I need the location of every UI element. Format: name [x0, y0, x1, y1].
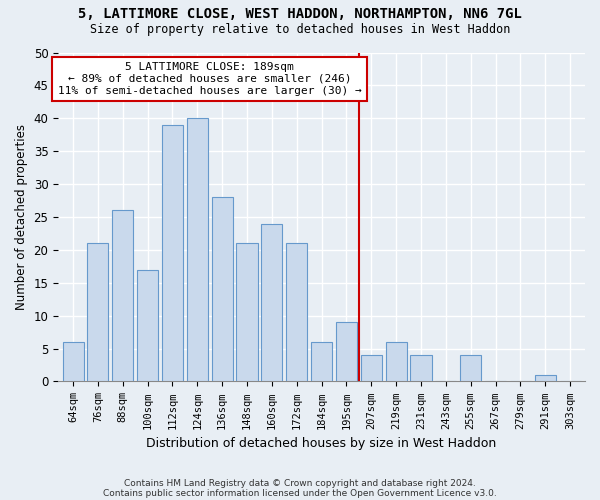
Bar [236, 244, 257, 382]
Bar [336, 322, 357, 382]
Bar [386, 342, 407, 382]
Y-axis label: Number of detached properties: Number of detached properties [15, 124, 28, 310]
Bar [535, 375, 556, 382]
Text: 5, LATTIMORE CLOSE, WEST HADDON, NORTHAMPTON, NN6 7GL: 5, LATTIMORE CLOSE, WEST HADDON, NORTHAM… [78, 8, 522, 22]
Bar [311, 342, 332, 382]
Bar [410, 355, 431, 382]
Text: Contains HM Land Registry data © Crown copyright and database right 2024.: Contains HM Land Registry data © Crown c… [124, 478, 476, 488]
Bar [162, 125, 183, 382]
X-axis label: Distribution of detached houses by size in West Haddon: Distribution of detached houses by size … [146, 437, 497, 450]
Bar [212, 197, 233, 382]
Text: 5 LATTIMORE CLOSE: 189sqm
← 89% of detached houses are smaller (246)
11% of semi: 5 LATTIMORE CLOSE: 189sqm ← 89% of detac… [58, 62, 362, 96]
Bar [137, 270, 158, 382]
Bar [187, 118, 208, 382]
Bar [361, 355, 382, 382]
Bar [62, 342, 83, 382]
Bar [112, 210, 133, 382]
Bar [262, 224, 283, 382]
Text: Contains public sector information licensed under the Open Government Licence v3: Contains public sector information licen… [103, 488, 497, 498]
Bar [88, 244, 109, 382]
Bar [460, 355, 481, 382]
Bar [286, 244, 307, 382]
Text: Size of property relative to detached houses in West Haddon: Size of property relative to detached ho… [90, 22, 510, 36]
